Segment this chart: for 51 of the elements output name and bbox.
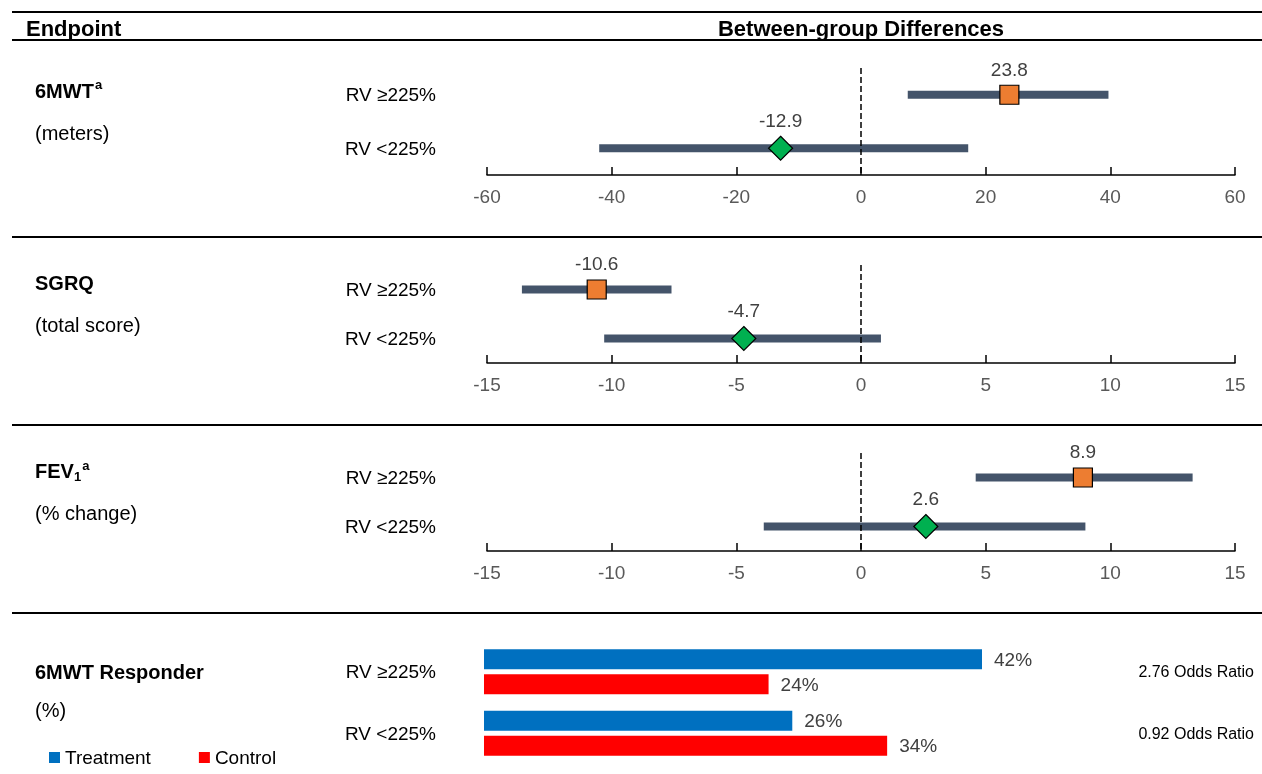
data-label: 2.6 (912, 487, 940, 509)
text: 0.92 Odds Ratio (1138, 724, 1255, 742)
y-axis-title: SGRQ (total score) (35, 272, 141, 336)
data-label: 26% (804, 710, 843, 732)
x-tick-label: 0 (855, 374, 867, 395)
y-axis-title: 6MWT Responder (%) (35, 660, 205, 721)
legend-label: Treatment (65, 747, 152, 768)
x-tick-label: -40 (597, 186, 626, 207)
text: Endpoint (26, 16, 122, 42)
x-tick-label: -60 (473, 186, 501, 207)
x-tick-label: 15 (1224, 374, 1246, 395)
legend-label: Control (214, 747, 277, 768)
y-tick-label: RV <225% (344, 328, 437, 349)
y-tick-label: RV <225% (344, 137, 437, 159)
x-tick-label: -5 (727, 374, 745, 395)
data-label: 8.9 (1069, 441, 1097, 463)
data-label: -4.7 (727, 299, 761, 321)
x-tick-label: 5 (980, 374, 991, 395)
data-label: 24% (780, 673, 819, 695)
x-tick-label: 10 (1099, 374, 1121, 395)
data-label: -12.9 (758, 109, 803, 131)
x-tick-label: -10 (597, 562, 626, 583)
text: Between-group Differences (717, 16, 1005, 42)
bar (484, 710, 793, 731)
x-tick-label: 15 (1224, 562, 1246, 583)
bar (484, 674, 769, 695)
data-label: 34% (899, 735, 938, 757)
y-tick-label: RV ≥225% (345, 84, 437, 106)
data-label: 23.8 (990, 58, 1028, 80)
x-tick-label: 60 (1224, 186, 1246, 207)
y-tick-label: RV ≥225% (345, 467, 437, 488)
data-label: 42% (994, 648, 1033, 670)
y-tick-label: RV ≥225% (345, 279, 437, 300)
x-tick-label: 0 (855, 186, 867, 207)
x-tick-label: -15 (473, 374, 501, 395)
y-tick-label: RV ≥225% (345, 661, 437, 683)
bar (484, 735, 888, 756)
bar (484, 649, 982, 670)
y-tick-label: RV <225% (344, 722, 437, 744)
x-tick-label: -5 (727, 562, 745, 583)
y-tick-label: RV <225% (344, 516, 437, 537)
x-tick-label: 10 (1099, 562, 1121, 583)
x-tick-label: -10 (597, 374, 626, 395)
x-tick-label: 20 (975, 186, 997, 207)
x-tick-label: 5 (980, 562, 991, 583)
x-tick-label: -15 (473, 562, 501, 583)
x-tick-label: 40 (1099, 186, 1121, 207)
x-tick-label: -20 (722, 186, 751, 207)
text: 2.76 Odds Ratio (1138, 663, 1255, 681)
data-label: -10.6 (575, 253, 619, 275)
x-tick-label: 0 (855, 562, 867, 583)
